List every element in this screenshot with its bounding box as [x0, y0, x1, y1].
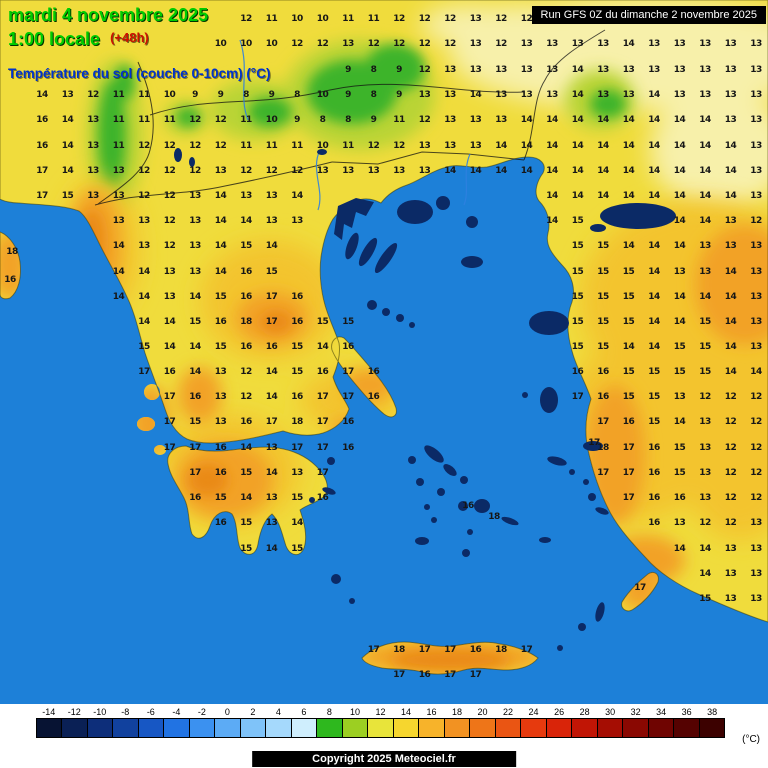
- islands-lakes: [174, 148, 676, 651]
- legend-tick: 26: [554, 707, 565, 717]
- green-region: [98, 44, 626, 190]
- map-canvas: [0, 0, 768, 704]
- legend-swatch: [699, 719, 725, 737]
- unit-label: (°C): [742, 734, 760, 745]
- local-time-label: 1:00 locale: [8, 29, 101, 49]
- legend-tick: 32: [630, 707, 641, 717]
- legend-swatch: [648, 719, 675, 737]
- color-scale-legend: -14 -12 -10 -8 -6 -4 -2 0 2 4 6 8 10 12 14 16 18 20 22 24 26…: [0, 704, 768, 768]
- legend-swatch: [546, 719, 573, 737]
- legend-tick-labels: -14 -12 -10 -8 -6 -4 -2 0 2 4 6 8 10 12 14 16 18 20 22 24 26…: [36, 707, 725, 717]
- legend-tick: 4: [275, 707, 281, 717]
- legend-swatch: [62, 719, 88, 737]
- legend-swatch: [164, 719, 190, 737]
- legend-swatch: [37, 719, 63, 737]
- legend-tick: 14: [400, 707, 411, 717]
- legend-tick: 8: [326, 707, 332, 717]
- legend-tick: 6: [301, 707, 307, 717]
- legend-tick: 12: [375, 707, 386, 717]
- legend-swatch: [521, 719, 547, 737]
- legend-swatch: [266, 719, 292, 737]
- legend-swatch: [215, 719, 241, 737]
- parameter-subtitle: Température du sol (couche 0-10cm) (°C): [8, 66, 271, 81]
- legend-tick: 34: [656, 707, 667, 717]
- legend-swatch: [495, 719, 522, 737]
- legend-tick: 38: [707, 707, 718, 717]
- legend-swatches: [36, 718, 725, 738]
- legend-tick: 20: [477, 707, 488, 717]
- legend-swatch: [189, 719, 216, 737]
- legend-tick: 28: [579, 707, 590, 717]
- time-title: 1:00 locale (+48h): [8, 29, 149, 50]
- legend-swatch: [419, 719, 445, 737]
- legend-tick: 18: [452, 707, 463, 717]
- map-area: 1211101011111212121312121212131313131313…: [0, 0, 768, 704]
- legend-swatch: [572, 719, 598, 737]
- legend-tick: 2: [250, 707, 256, 717]
- legend-swatch: [368, 719, 394, 737]
- legend-swatch: [317, 719, 343, 737]
- forecast-offset-label: (+48h): [110, 30, 149, 45]
- legend-tick: 24: [528, 707, 539, 717]
- legend-tick: 0: [224, 707, 230, 717]
- legend-swatch: [470, 719, 496, 737]
- legend-swatch: [444, 719, 471, 737]
- legend-tick: 22: [503, 707, 514, 717]
- legend-tick: -12: [67, 707, 81, 717]
- legend-tick: -2: [197, 707, 206, 717]
- legend-swatch: [113, 719, 139, 737]
- legend-tick: -10: [93, 707, 107, 717]
- legend-swatch: [597, 719, 624, 737]
- legend-swatch: [87, 719, 114, 737]
- legend-tick: 36: [681, 707, 692, 717]
- legend-tick: -14: [42, 707, 56, 717]
- legend-tick: 16: [426, 707, 437, 717]
- date-title: mardi 4 novembre 2025: [8, 5, 209, 25]
- legend-tick: 30: [605, 707, 616, 717]
- legend-swatch: [138, 719, 165, 737]
- legend-tick: 10: [349, 707, 360, 717]
- legend-tick: -4: [172, 707, 181, 717]
- legend-swatch: [291, 719, 318, 737]
- legend-swatch: [393, 719, 420, 737]
- legend-swatch: [674, 719, 700, 737]
- legend-tick: -6: [146, 707, 155, 717]
- legend-swatch: [342, 719, 369, 737]
- run-info-box: Run GFS 0Z du dimanche 2 novembre 2025: [531, 6, 766, 24]
- rivers: [239, 39, 471, 211]
- legend-swatch: [240, 719, 267, 737]
- legend-tick: -8: [121, 707, 130, 717]
- country-borders: [94, 29, 606, 206]
- copyright-bar: Copyright 2025 Meteociel.fr: [252, 751, 516, 767]
- legend-swatch: [623, 719, 649, 737]
